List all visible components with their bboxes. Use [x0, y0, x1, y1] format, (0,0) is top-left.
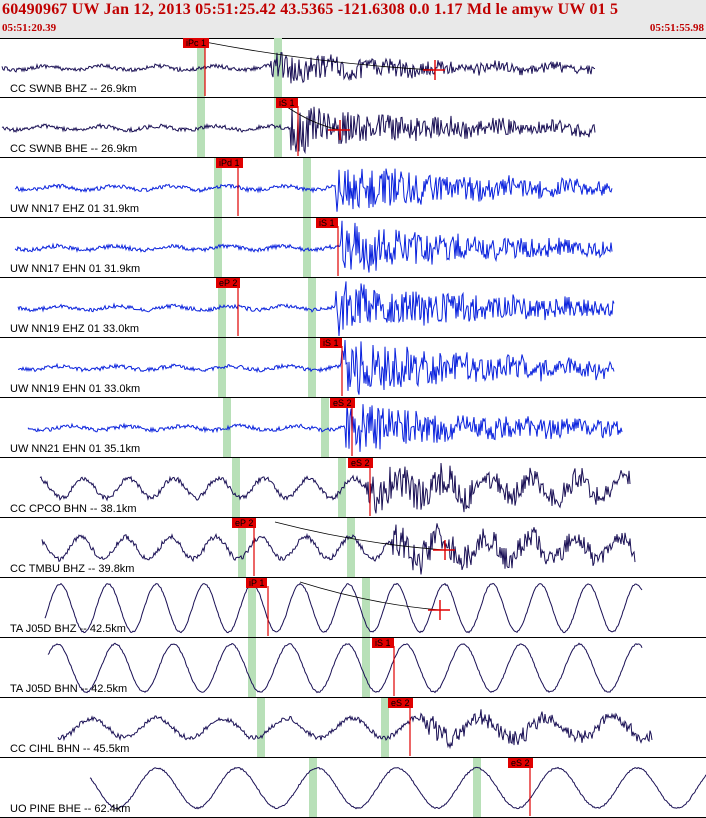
station-label: UW NN21 EHN 01 35.1km [10, 443, 141, 455]
waveform-plot[interactable] [0, 578, 706, 638]
trace-panels[interactable]: iPc 1 CC SWNB BHZ -- 26.9km iS 1 CC SWNB BH… [0, 38, 706, 818]
waveform-plot[interactable] [0, 338, 706, 398]
waveform-plot[interactable] [0, 218, 706, 278]
phase-window [309, 758, 317, 817]
phase-window [362, 638, 370, 697]
station-label: UW NN19 EHN 01 33.0km [10, 383, 141, 395]
phase-pick-label[interactable]: iS 1 [372, 638, 394, 648]
coda-marker [328, 120, 350, 140]
seismogram-trace [1, 51, 596, 84]
phase-window [238, 518, 246, 577]
phase-window [197, 38, 205, 97]
phase-window [362, 578, 370, 637]
phase-pick-label[interactable]: eS 2 [330, 398, 355, 408]
seismogram-trace [47, 642, 643, 694]
event-title: 60490967 UW Jan 12, 2013 05:51:25.42 43.… [2, 1, 619, 18]
waveform-plot[interactable] [0, 278, 706, 338]
phase-window [308, 278, 316, 337]
phase-window [303, 158, 311, 217]
coda-window-line [204, 41, 436, 71]
phase-window [248, 638, 256, 697]
phase-pick-label[interactable]: eS 2 [388, 698, 413, 708]
trace-panel[interactable]: iS 1 UW NN19 EHN 01 33.0km [0, 338, 706, 398]
coda-marker [428, 600, 450, 620]
seismogram-trace [39, 462, 631, 514]
trace-panel[interactable]: iS 1 CC SWNB BHE -- 26.9km [0, 98, 706, 158]
seismogram-trace [17, 339, 615, 395]
station-label: CC CPCO BHN -- 38.1km [10, 503, 137, 515]
waveform-header: 60490967 UW Jan 12, 2013 05:51:25.42 43.… [0, 0, 706, 39]
seismogram-trace [27, 401, 623, 452]
station-label: CC TMBU BHZ -- 39.8km [10, 563, 135, 575]
phase-pick-label[interactable]: iS 1 [316, 218, 338, 228]
waveform-plot[interactable] [0, 638, 706, 698]
waveform-plot[interactable] [0, 398, 706, 458]
seismogram-trace [57, 709, 653, 750]
trace-panel[interactable]: iS 1 TA J05D BHN -- 42.5km [0, 638, 706, 698]
trace-panel[interactable]: iS 1 UW NN17 EHN 01 31.9km [0, 218, 706, 278]
waveform-plot[interactable] [0, 758, 706, 818]
phase-window [257, 698, 265, 757]
station-label: TA J05D BHN -- 42.5km [10, 683, 128, 695]
phase-window [248, 578, 256, 637]
station-label: UW NN17 EHZ 01 31.9km [10, 203, 139, 215]
trace-panel[interactable]: eS 2 UW NN21 EHN 01 35.1km [0, 398, 706, 458]
coda-window-line [299, 581, 441, 611]
trace-panel[interactable]: iPd 1 UW NN17 EHZ 01 31.9km [0, 158, 706, 218]
seismogram-trace [14, 168, 613, 212]
time-end-label: 05:51:55.98 [649, 22, 704, 34]
coda-window-line [274, 521, 446, 551]
phase-pick-label[interactable]: eP 2 [216, 278, 241, 288]
seismogram-trace [14, 220, 613, 273]
trace-panel[interactable]: eP 2 UW NN19 EHZ 01 33.0km [0, 278, 706, 338]
seismogram-trace [44, 582, 643, 634]
station-label: CC SWNB BHZ -- 26.9km [10, 83, 137, 95]
phase-pick-label[interactable]: iPd 1 [216, 158, 243, 168]
phase-pick-label[interactable]: iP 1 [246, 578, 268, 588]
trace-panel[interactable]: eP 2 CC TMBU BHZ -- 39.8km [0, 518, 706, 578]
seismogram-trace [41, 523, 636, 575]
phase-pick-label[interactable]: iS 1 [276, 98, 298, 108]
trace-panel[interactable]: iPc 1 CC SWNB BHZ -- 26.9km [0, 38, 706, 98]
trace-panel[interactable]: eS 2 UO PINE BHE -- 62.4km [0, 758, 706, 818]
phase-window [347, 518, 355, 577]
waveform-plot[interactable] [0, 698, 706, 758]
station-label: CC SWNB BHE -- 26.9km [10, 143, 138, 155]
time-start-label: 05:51:20.39 [2, 22, 57, 34]
phase-window [473, 758, 481, 817]
seismogram-trace [89, 766, 706, 810]
phase-window [308, 338, 316, 397]
phase-window [232, 458, 240, 517]
phase-window [303, 218, 311, 277]
station-label: CC CIHL BHN -- 45.5km [10, 743, 130, 755]
phase-window [197, 98, 205, 157]
station-label: TA J05D BHZ -- 42.5km [10, 623, 126, 635]
phase-pick-label[interactable]: iS 1 [320, 338, 342, 348]
station-label: UO PINE BHE -- 62.4km [10, 803, 131, 815]
station-label: UW NN17 EHN 01 31.9km [10, 263, 141, 275]
phase-pick-label[interactable]: iPc 1 [183, 38, 210, 48]
waveform-plot[interactable] [0, 98, 706, 158]
waveform-plot[interactable] [0, 458, 706, 518]
trace-panel[interactable]: eS 2 CC CPCO BHN -- 38.1km [0, 458, 706, 518]
phase-window [321, 398, 329, 457]
station-label: UW NN19 EHZ 01 33.0km [10, 323, 139, 335]
waveform-plot[interactable] [0, 518, 706, 578]
phase-pick-label[interactable]: eS 2 [508, 758, 533, 768]
seismogram-trace [17, 281, 615, 337]
phase-window [218, 278, 226, 337]
phase-window [214, 218, 222, 277]
phase-window [223, 398, 231, 457]
phase-window [381, 698, 389, 757]
trace-panel[interactable]: eS 2 CC CIHL BHN -- 45.5km [0, 698, 706, 758]
waveform-plot[interactable] [0, 38, 706, 98]
coda-marker [433, 540, 455, 560]
coda-marker [423, 60, 445, 80]
trace-panel[interactable]: iP 1 TA J05D BHZ -- 42.5km [0, 578, 706, 638]
waveform-plot[interactable] [0, 158, 706, 218]
phase-pick-label[interactable]: eS 2 [348, 458, 373, 468]
phase-pick-label[interactable]: eP 2 [232, 518, 257, 528]
